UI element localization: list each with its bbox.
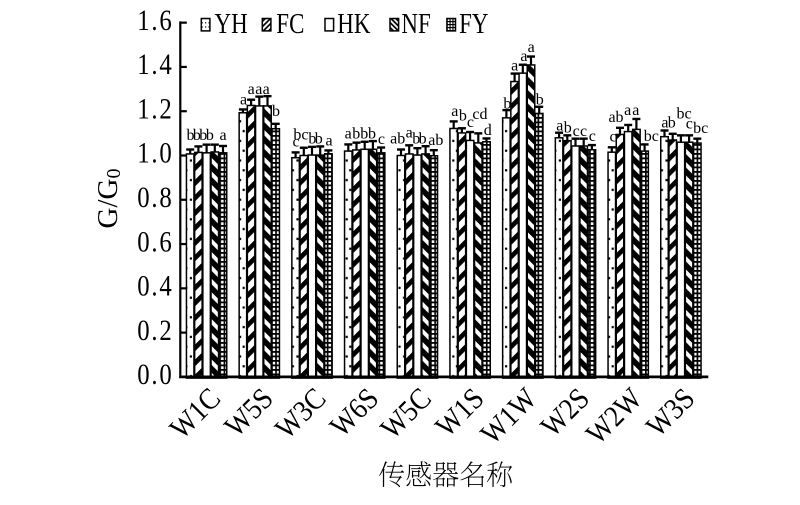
svg-text:b: b <box>536 92 544 109</box>
svg-text:a: a <box>528 39 535 56</box>
svg-text:1.6: 1.6 <box>137 4 173 36</box>
svg-text:a: a <box>255 81 262 98</box>
svg-text:b: b <box>668 115 676 132</box>
svg-text:0.8: 0.8 <box>137 181 173 213</box>
svg-text:a: a <box>624 102 631 119</box>
svg-text:a: a <box>556 118 563 135</box>
svg-text:b: b <box>206 127 214 144</box>
svg-text:a: a <box>451 103 458 120</box>
svg-text:b: b <box>308 131 316 148</box>
svg-text:b: b <box>360 126 368 143</box>
svg-text:b: b <box>419 131 427 148</box>
svg-text:d: d <box>484 122 492 139</box>
svg-text:c: c <box>589 128 596 145</box>
svg-text:HK: HK <box>337 8 371 40</box>
svg-text:b: b <box>564 120 572 137</box>
svg-text:c: c <box>378 131 385 148</box>
svg-text:b: b <box>272 103 280 120</box>
svg-text:cd: cd <box>472 106 487 123</box>
svg-text:b: b <box>193 127 201 144</box>
svg-text:1.2: 1.2 <box>137 92 173 124</box>
svg-text:b: b <box>412 131 420 148</box>
svg-text:0.2: 0.2 <box>137 314 173 346</box>
svg-text:1.4: 1.4 <box>137 48 173 80</box>
svg-text:bc: bc <box>644 128 659 145</box>
svg-text:FY: FY <box>459 8 488 40</box>
svg-text:c: c <box>292 134 299 151</box>
svg-text:a: a <box>632 102 639 119</box>
svg-text:c: c <box>580 123 587 140</box>
svg-text:a: a <box>325 133 332 150</box>
svg-text:c: c <box>686 116 693 133</box>
svg-text:c: c <box>467 114 474 131</box>
svg-text:0.0: 0.0 <box>137 358 173 390</box>
svg-text:a: a <box>248 81 255 98</box>
svg-text:NF: NF <box>401 8 430 40</box>
svg-text:ab: ab <box>608 109 623 126</box>
svg-text:a: a <box>219 127 226 144</box>
svg-text:b: b <box>352 126 360 143</box>
svg-text:b: b <box>459 108 467 125</box>
svg-text:ab: ab <box>428 132 443 149</box>
svg-text:FC: FC <box>276 8 304 40</box>
svg-text:1.0: 1.0 <box>137 137 173 169</box>
svg-text:bc: bc <box>293 127 308 144</box>
svg-text:a: a <box>520 48 527 65</box>
svg-text:b: b <box>187 127 195 144</box>
svg-text:ab: ab <box>390 131 405 148</box>
svg-text:b: b <box>199 127 207 144</box>
svg-text:a: a <box>511 58 518 75</box>
svg-text:b: b <box>315 131 323 148</box>
svg-text:YH: YH <box>215 8 248 40</box>
svg-text:a: a <box>406 125 413 142</box>
svg-text:0.6: 0.6 <box>137 225 173 257</box>
svg-text:bc: bc <box>693 120 708 137</box>
svg-text:bc: bc <box>676 106 691 123</box>
svg-text:0.4: 0.4 <box>137 270 173 302</box>
svg-text:c: c <box>609 129 616 146</box>
svg-text:b: b <box>503 96 511 113</box>
svg-text:a: a <box>661 115 668 132</box>
svg-text:a: a <box>263 81 270 98</box>
svg-text:a: a <box>240 92 247 109</box>
svg-text:a: a <box>345 126 352 143</box>
svg-text:c: c <box>573 123 580 140</box>
svg-text:b: b <box>368 126 376 143</box>
